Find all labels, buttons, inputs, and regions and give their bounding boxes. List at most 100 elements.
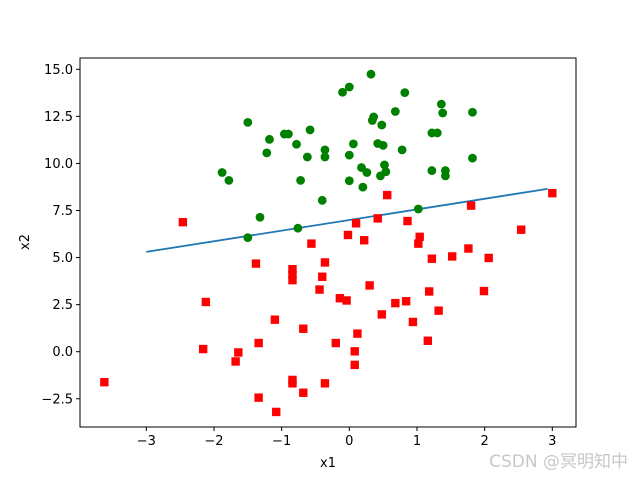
y-tick-label: 0.0 (52, 345, 73, 360)
class1-point (360, 236, 369, 245)
class0-point (292, 139, 301, 149)
class1-point (315, 285, 324, 294)
class1-point (201, 297, 211, 307)
class0-point (255, 212, 265, 222)
class1-point (484, 253, 493, 263)
class1-point (391, 298, 400, 308)
class1-point (251, 259, 261, 268)
class1-point (288, 275, 297, 285)
class1-point (414, 239, 423, 248)
class1-point (320, 258, 330, 267)
class1-point (365, 281, 374, 290)
class0-point (378, 140, 388, 150)
y-tick-label: 7.5 (52, 204, 73, 219)
class1-point (415, 232, 424, 242)
y-tick-label: 2.5 (52, 298, 73, 313)
class0-point (362, 168, 372, 177)
class1-point (353, 329, 362, 338)
class1-point (401, 297, 411, 306)
class1-point (342, 296, 351, 305)
class0-point (390, 107, 400, 116)
class0-point (377, 120, 387, 130)
class0-point (468, 107, 477, 117)
class1-point (408, 317, 418, 327)
class1-point (270, 315, 280, 324)
class1-point (377, 310, 386, 319)
class1-point (320, 379, 330, 388)
points-layer (100, 69, 557, 417)
class0-point (217, 168, 227, 177)
class1-point (198, 344, 208, 354)
class0-point (413, 204, 423, 214)
x-axis-label: x1 (320, 456, 336, 471)
class1-point (427, 254, 437, 263)
class0-point (397, 145, 407, 155)
class0-point (302, 152, 312, 162)
y-tick-label: 15.0 (44, 63, 73, 78)
class0-point (243, 233, 253, 243)
class1-point (288, 379, 297, 388)
class0-point (305, 125, 315, 135)
class0-point (376, 171, 385, 181)
class1-point (466, 201, 476, 210)
decision-boundary-line (146, 187, 548, 253)
class0-point (436, 99, 446, 109)
class0-point (438, 108, 448, 118)
class0-point (344, 82, 354, 92)
y-tick-label: 5.0 (52, 251, 73, 266)
class0-point (366, 69, 376, 79)
class1-point (335, 294, 345, 303)
fit-line-layer (146, 187, 548, 253)
x-tick-label: 1 (413, 434, 421, 449)
plot-frame (79, 57, 577, 428)
class1-point (350, 347, 359, 356)
x-axis-ticks: −3 −2 −1 0 1 2 3 (137, 427, 556, 449)
class1-point (343, 230, 353, 240)
class1-point (331, 338, 340, 348)
class1-point (383, 190, 392, 200)
class1-point (272, 407, 281, 417)
class0-point (400, 88, 410, 98)
class0-point (468, 153, 477, 163)
class1-point (423, 336, 433, 345)
class0-point (224, 175, 234, 185)
class1-point (447, 252, 457, 261)
class1-point (424, 287, 434, 296)
class1-point (254, 393, 263, 402)
class0-point (293, 223, 303, 233)
class1-point (548, 188, 557, 198)
y-tick-label: 12.5 (44, 110, 73, 125)
class1-point (351, 219, 361, 228)
class1-point (464, 244, 473, 253)
watermark: CSDN @冥明知中 (489, 452, 628, 472)
x-tick-label: 0 (345, 434, 353, 449)
x-tick-label: −3 (137, 434, 156, 449)
class0-point (344, 176, 354, 186)
class0-point (380, 160, 389, 170)
class0-point (367, 116, 377, 125)
class1-point (318, 272, 327, 281)
y-axis-ticks: −2.5 0.0 2.5 5.0 7.5 10.0 12.5 15.0 (41, 63, 80, 407)
class1-point (231, 357, 240, 366)
class1-point (288, 265, 297, 274)
class0-point (296, 175, 305, 185)
class0-point (432, 128, 442, 138)
class1-point (350, 360, 359, 370)
class1-point (299, 324, 308, 333)
class1-point (307, 239, 316, 248)
class0-point (265, 134, 274, 144)
class0-point (284, 129, 293, 139)
class0-point (348, 139, 358, 149)
class1-point (178, 217, 188, 227)
class1-point (299, 388, 308, 397)
x-tick-label: −1 (272, 434, 291, 449)
class0-point (358, 182, 368, 192)
class0-point (441, 171, 450, 181)
class1-point (234, 348, 243, 357)
x-tick-label: 2 (481, 434, 489, 449)
class1-point (516, 225, 526, 234)
class1-point (403, 216, 412, 226)
class0-point (262, 148, 272, 158)
class1-point (479, 286, 489, 296)
